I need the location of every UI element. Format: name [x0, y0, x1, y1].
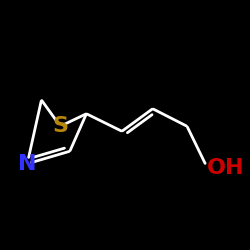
Text: OH: OH [207, 158, 245, 178]
Text: N: N [18, 154, 36, 174]
Text: S: S [52, 116, 68, 136]
